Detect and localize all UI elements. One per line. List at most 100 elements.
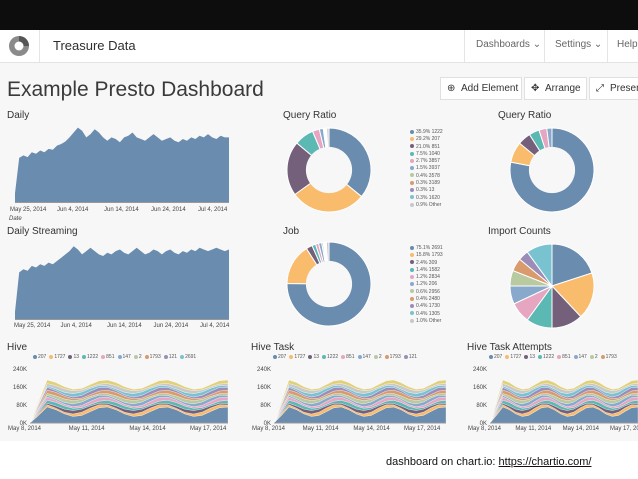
legend-dot-icon [144,354,149,359]
panel-title-job: Job [283,226,300,237]
job-donut-chart[interactable] [286,241,372,327]
daily-streaming-x-tick-label: May 25, 2014 [14,323,51,329]
nav-dashboards[interactable]: Dashboards ⌄ [476,39,542,50]
hive-task-attempts-legend-item-label: 1727 [510,354,522,360]
add-element-label: Add Element [461,83,519,94]
dashboard-title: Example Presto Dashboard [7,78,264,101]
legend-dot-icon [289,354,294,359]
panel-title-hive: Hive [7,342,28,353]
job-legend-item-label: 1.4% 1582 [416,266,440,273]
present-label: Present [610,83,638,94]
daily-streaming-area [15,246,229,320]
hive-task-stacked-area-chart[interactable]: 240K 160K 80K 0K [250,363,446,425]
hive-task-legend-item-label: 1727 [294,354,306,360]
hive-task-attempts-legend-item-label: 851 [562,354,571,360]
hive-task-series-area [273,379,446,424]
import-counts-slice[interactable] [526,243,553,288]
daily-streaming-area-chart[interactable] [15,238,229,320]
query-ratio-legend-item-label: 29.2% 207 [416,136,440,143]
nav-settings[interactable]: Settings ⌄ [555,39,603,50]
legend-dot-icon [341,354,346,359]
hive-legend-item-label: 13 [73,354,80,360]
hive-stacked-area-chart[interactable]: 240K 160K 80K 0K [6,363,228,425]
legend-dot-icon [600,354,605,359]
legend-dot-icon [524,354,529,359]
present-button[interactable]: ⤢ Present [589,77,638,100]
hive-task-attempts-x-tick-label: May 8, 2014 [468,426,502,432]
job-legend-item-label: 1.2% 2834 [416,274,440,281]
legend-dot-icon [410,260,414,265]
legend-dot-icon [489,354,493,359]
nav-help[interactable]: Help [617,39,638,50]
job-legend-item: 0.4% 2480 [410,296,443,303]
hive-task-legend: 207 1727 13 1222 851 147 2 1793 121 [270,354,417,360]
legend-dot-icon [373,354,378,359]
hive-task-attempts-stacked-area-chart[interactable]: 240K 160K 80K 0K [466,363,638,425]
hive-task-y-tick-label: 240K [257,367,271,373]
import-counts-slice[interactable] [551,243,593,287]
job-slice[interactable] [286,241,372,327]
legend-dot-icon [573,354,578,359]
hive-task-attempts-y-tick-label: 160K [473,385,487,391]
job-legend-item: 15.8% 1793 [410,252,443,259]
panel-title-hive-task-attempts: Hive Task Attempts [467,342,552,353]
hive-task-attempts-x-tick-label: May 11, 2014 [515,426,552,432]
query-ratio-legend-item-label: 7.5% 1040 [416,150,440,157]
hive-task-y-tick-label: 0K [264,421,271,425]
hive-task-attempts-y-tick-label: 240K [473,367,487,373]
legend-dot-icon [410,202,414,207]
job-legend-item: 1.2% 206 [410,281,443,288]
import-counts-slice[interactable] [551,272,595,318]
query-ratio-legend-item: 0.3% 13 [410,187,443,194]
legend-dot-icon [410,274,414,279]
hive-legend-item-label: 147 [122,354,131,360]
daily-x-axis: May 25, 2014 Jun 4, 2014 Jun 14, 2014 Jun 2… [0,207,240,217]
hive-y-tick-label: 160K [13,385,27,391]
arrange-button[interactable]: ✥ Arrange [524,77,587,100]
query-ratio-legend: 35.9% 1222 29.2% 207 21.0% 851 7.5% 1040 2.7… [410,129,443,209]
add-element-button[interactable]: ⊕ Add Element [440,77,522,100]
job-hole [305,260,353,308]
legend-dot-icon [49,354,54,359]
hive-task-attempts-series-area [489,379,638,424]
import-counts-pie-chart[interactable] [509,243,595,329]
query-ratio-legend-item-label: 2.7% 3857 [416,158,440,165]
header-divider [464,30,465,62]
legend-dot-icon [410,252,414,257]
query-ratio-legend-item-label: 0.3% 13 [416,187,435,194]
daily-streaming-x-tick-label: Jun 4, 2014 [60,323,92,329]
job-legend-item-label: 15.8% 1793 [416,252,443,259]
query-ratio-donut-chart[interactable] [286,127,372,213]
job-legend-item: 0.4% 1305 [410,311,443,318]
app-header: Treasure Data Dashboards ⌄ Settings ⌄ He… [0,30,638,63]
chartio-link[interactable]: https://chartio.com/ [498,456,592,468]
query-ratio-legend-item: 35.9% 1222 [410,129,443,136]
legend-dot-icon [410,304,414,309]
hive-task-legend-item-label: 13 [313,354,320,360]
header-divider [607,30,608,62]
hive-task-legend-item-label: 147 [362,354,371,360]
daily-area-chart[interactable] [15,121,229,203]
hive-task-x-axis: May 8, 2014 May 11, 2014 May 14, 2014 May 1… [244,426,454,436]
hive-task-attempts-legend-item-label: 1222 [543,354,555,360]
legend-dot-icon [273,354,277,359]
legend-dot-icon [117,354,122,359]
query-ratio-legend-item-label: 1.5% 3937 [416,165,440,172]
panel-title-import-counts: Import Counts [488,226,551,237]
query-ratio-legend-item-label: 0.3% 1620 [416,194,440,201]
hive-y-tick-label: 240K [13,367,27,373]
legend-dot-icon [410,144,414,149]
legend-dot-icon [410,245,414,250]
job-legend-item-label: 0.4% 2480 [416,296,440,303]
query-ratio-2-donut-chart[interactable] [509,127,595,213]
daily-x-tick-label: May 25, 2014 [10,207,47,213]
legend-dot-icon [410,282,414,287]
hive-legend-item-label: 121 [168,354,178,360]
daily-streaming-x-tick-label: Jun 24, 2014 [153,323,189,329]
query-ratio-legend-item: 0.3% 3189 [410,180,443,187]
legend-dot-icon [403,354,408,359]
daily-area [15,127,229,203]
legend-dot-icon [163,354,168,359]
legend-dot-icon [410,296,414,301]
treasure-data-logo-icon[interactable] [8,35,30,57]
